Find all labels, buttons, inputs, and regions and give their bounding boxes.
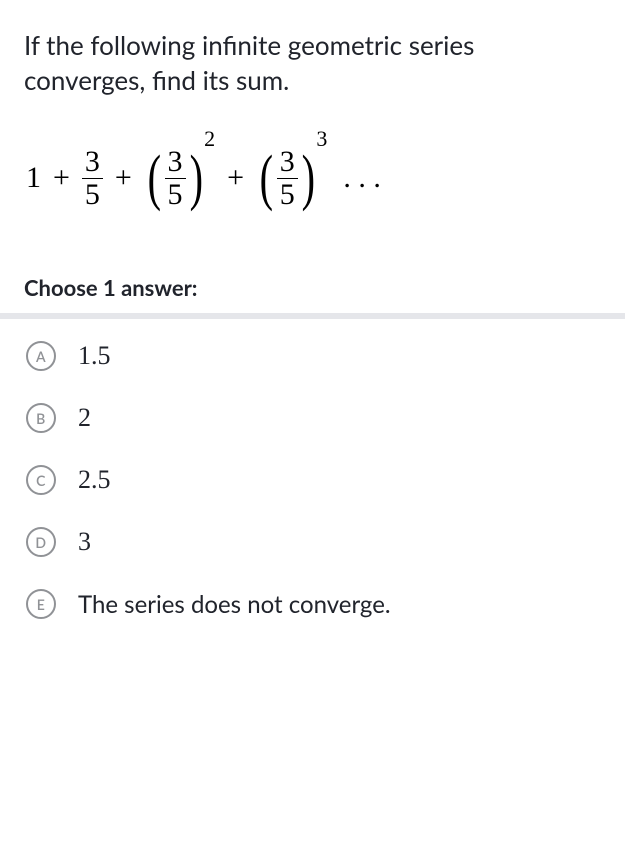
radio-d[interactable]: D bbox=[26, 527, 56, 557]
term-1: 1 bbox=[26, 161, 41, 195]
rparen-1: ) bbox=[189, 155, 202, 202]
answer-list: A 1.5 B 2 C 2.5 D 3 E The series does no… bbox=[26, 341, 601, 619]
lparen-1: ( bbox=[147, 155, 160, 202]
frac-1-den: 5 bbox=[82, 178, 103, 211]
ellipsis: . . . bbox=[337, 161, 381, 195]
divider bbox=[0, 313, 625, 319]
frac-2-num: 3 bbox=[165, 146, 186, 178]
exponent-2: 2 bbox=[204, 126, 215, 152]
frac-3: 3 5 bbox=[277, 146, 298, 210]
choose-label: Choose 1 answer: bbox=[24, 274, 601, 301]
answer-b[interactable]: B 2 bbox=[26, 403, 601, 433]
frac-2-den: 5 bbox=[165, 178, 186, 211]
frac-2: 3 5 bbox=[165, 146, 186, 210]
radio-a[interactable]: A bbox=[26, 341, 56, 371]
lparen-2: ( bbox=[260, 155, 273, 202]
term-squared: ( 3 5 ) 2 bbox=[144, 146, 215, 210]
question-text: If the following infinite geometric seri… bbox=[24, 28, 601, 98]
radio-e[interactable]: E bbox=[26, 589, 56, 619]
answer-a-text: 1.5 bbox=[78, 341, 111, 371]
frac-1-num: 3 bbox=[82, 146, 103, 178]
radio-b[interactable]: B bbox=[26, 403, 56, 433]
answer-e[interactable]: E The series does not converge. bbox=[26, 589, 601, 619]
answer-a[interactable]: A 1.5 bbox=[26, 341, 601, 371]
answer-d-text: 3 bbox=[78, 527, 91, 557]
exponent-3: 3 bbox=[316, 126, 327, 152]
answer-c-text: 2.5 bbox=[78, 465, 111, 495]
frac-3-num: 3 bbox=[277, 146, 298, 178]
answer-c[interactable]: C 2.5 bbox=[26, 465, 601, 495]
plus-2: + bbox=[113, 161, 134, 195]
radio-c[interactable]: C bbox=[26, 465, 56, 495]
series-expression: 1 + 3 5 + ( 3 5 ) 2 + ( 3 5 ) 3 . . . bbox=[26, 146, 601, 210]
answer-d[interactable]: D 3 bbox=[26, 527, 601, 557]
plus-1: + bbox=[51, 161, 72, 195]
rparen-2: ) bbox=[301, 155, 314, 202]
frac-1: 3 5 bbox=[82, 146, 103, 210]
answer-b-text: 2 bbox=[78, 403, 91, 433]
term-cubed: ( 3 5 ) 3 bbox=[256, 146, 327, 210]
answer-e-text: The series does not converge. bbox=[78, 590, 391, 619]
frac-3-den: 5 bbox=[277, 178, 298, 211]
plus-3: + bbox=[225, 161, 246, 195]
